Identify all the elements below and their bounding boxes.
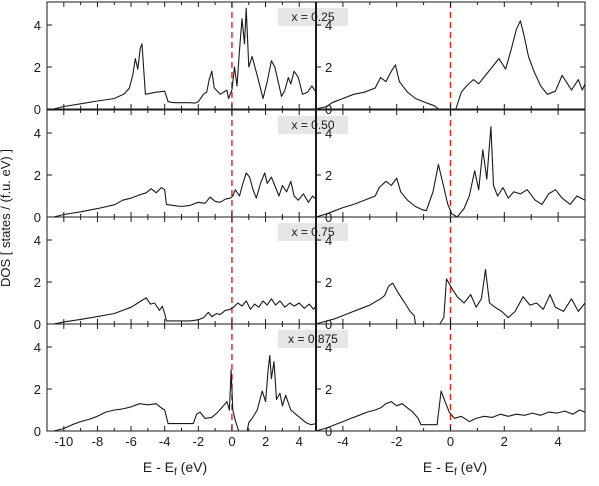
x-tick-label-left--4: -4 [159, 434, 171, 449]
x-tick-label-left--8: -8 [92, 434, 104, 449]
y-tick-label-right-1-4: 4 [325, 18, 332, 33]
y-tick-label-left-2-2: 2 [34, 168, 41, 183]
panel-frame-left-2 [46, 109, 317, 218]
x-tick-label-right--2: -2 [391, 434, 403, 449]
x-tick-label-left-2: 2 [262, 434, 269, 449]
dos-curve-spin-down-4 [315, 390, 586, 432]
x-tick-label-right--4: -4 [337, 434, 349, 449]
y-tick-label-right-1-2: 2 [325, 60, 332, 75]
y-tick-label-right-4-2: 2 [325, 382, 332, 397]
y-tick-label-right-2-2: 2 [325, 168, 332, 183]
x-tick-label-left-4: 4 [296, 434, 303, 449]
panel-frame-left-3 [46, 216, 317, 325]
x-axis-label-right: E - Ef (eV) [423, 459, 487, 478]
x-tick-label-right-2: 2 [501, 434, 508, 449]
panel-frame-left-1 [46, 1, 317, 110]
y-tick-label-left-4-0: 0 [34, 424, 41, 439]
panel-label-box-2 [278, 116, 348, 134]
x-axis-label-right-unit: (eV) [457, 459, 487, 475]
y-tick-label-left-1-2: 2 [34, 60, 41, 75]
x-tick-label-left--2: -2 [193, 434, 205, 449]
dos-curve-spin-down-1 [315, 20, 586, 110]
panel-label-box-3 [278, 223, 348, 241]
x-tick-label-right-4: 4 [554, 434, 561, 449]
x-tick-label-right-0: 0 [447, 434, 454, 449]
dos-curve-spin-down-3 [315, 268, 586, 325]
x-tick-label-left-0: 0 [228, 434, 235, 449]
panel-row-1: x = 0.250 02 24 4 [34, 1, 586, 117]
panel-label-3: x = 0.75 [291, 225, 334, 239]
y-tick-label-left-1-0: 0 [34, 102, 41, 117]
y-tick-label-left-2-0: 0 [34, 210, 41, 225]
dos-curve-spin-up-4 [53, 354, 317, 432]
dos-curve-spin-down-2 [315, 126, 586, 218]
y-tick-label-left-1-4: 4 [34, 18, 41, 33]
y-tick-label-left-4-4: 4 [34, 340, 41, 355]
y-tick-label-right-2-4: 4 [325, 126, 332, 141]
x-axis-label-left-sub: f [174, 467, 177, 478]
x-axis-label-left: E - Ef (eV) [143, 459, 207, 478]
dos-curve-spin-up-2 [53, 172, 317, 218]
panel-frame-left-4 [46, 323, 317, 432]
y-tick-label-left-3-2: 2 [34, 275, 41, 290]
x-axis-label-right-sub: f [454, 467, 457, 478]
y-tick-label-left-3-0: 0 [34, 317, 41, 332]
x-axis-label-left-main: E - E [143, 459, 174, 475]
y-tick-label-left-4-2: 2 [34, 382, 41, 397]
panel-label-4: x = 0.875 [288, 332, 338, 346]
y-tick-label-left-2-4: 4 [34, 126, 41, 141]
panel-row-2: x = 0.500 02 24 4 [34, 109, 586, 225]
x-tick-label-left--6: -6 [125, 434, 137, 449]
y-tick-label-right-4-4: 4 [325, 340, 332, 355]
x-tick-label-left--10: -10 [54, 434, 73, 449]
panel-label-1: x = 0.25 [291, 10, 334, 24]
x-axis-label-right-main: E - E [423, 459, 454, 475]
y-axis-label: DOS [ states / (f.u. eV) ] [0, 149, 13, 287]
dos-curve-spin-up-1 [53, 7, 317, 110]
panel-label-box-1 [278, 8, 348, 26]
panel-row-3: x = 0.750 02 24 4 [34, 216, 586, 332]
x-axis-label-left-unit: (eV) [177, 459, 207, 475]
dos-curve-spin-up-3 [53, 297, 317, 325]
y-tick-label-right-3-4: 4 [325, 233, 332, 248]
panel-label-box-4 [278, 330, 348, 348]
y-tick-label-left-3-4: 4 [34, 233, 41, 248]
panel-label-2: x = 0.50 [291, 118, 334, 132]
y-tick-label-right-3-2: 2 [325, 275, 332, 290]
